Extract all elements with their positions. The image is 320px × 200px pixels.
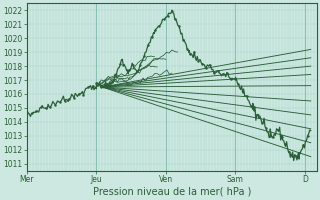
- X-axis label: Pression niveau de la mer( hPa ): Pression niveau de la mer( hPa ): [92, 187, 251, 197]
